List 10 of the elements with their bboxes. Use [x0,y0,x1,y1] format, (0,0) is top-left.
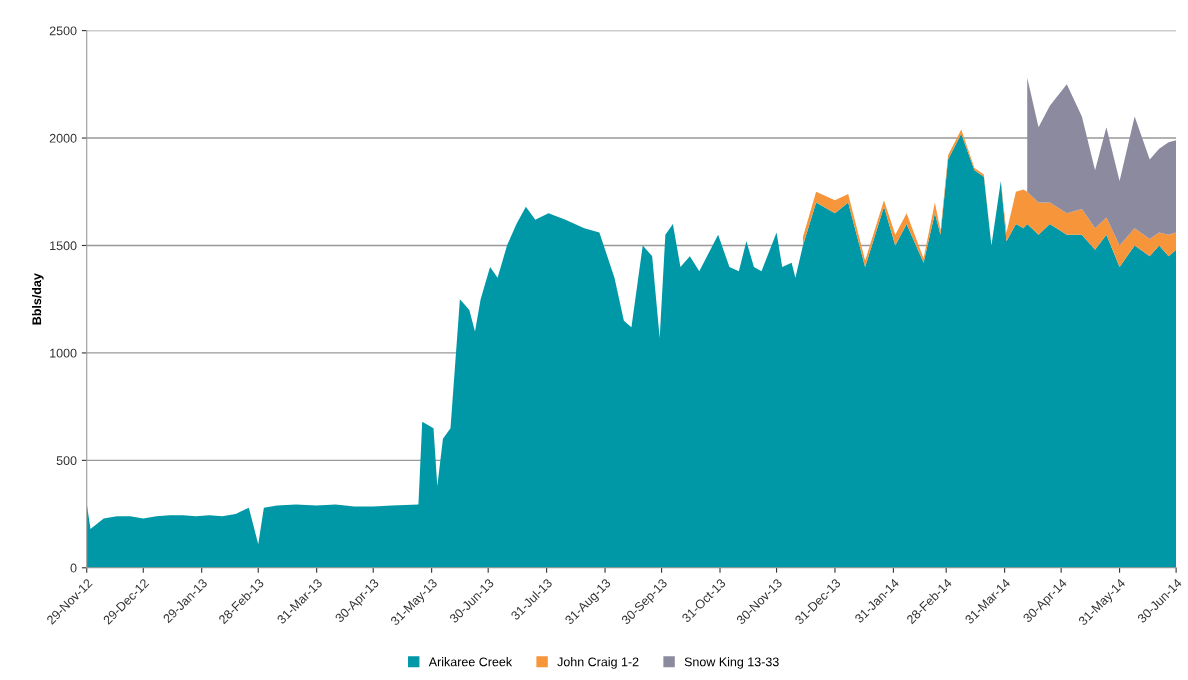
y-tick-label: 2000 [49,133,77,143]
y-tick-label: 2500 [49,26,77,36]
legend-label: John Craig 1-2 [557,657,639,669]
y-axis-title: Bbls/day [31,273,44,325]
legend-label: Arikaree Creek [428,657,513,667]
y-tick-label: 500 [56,456,77,466]
y-tick-label: 0 [70,563,77,573]
y-tick-label: 1500 [50,241,77,251]
legend-label: Snow King 13-33 [684,657,779,669]
y-tick-label: 1000 [50,348,77,358]
